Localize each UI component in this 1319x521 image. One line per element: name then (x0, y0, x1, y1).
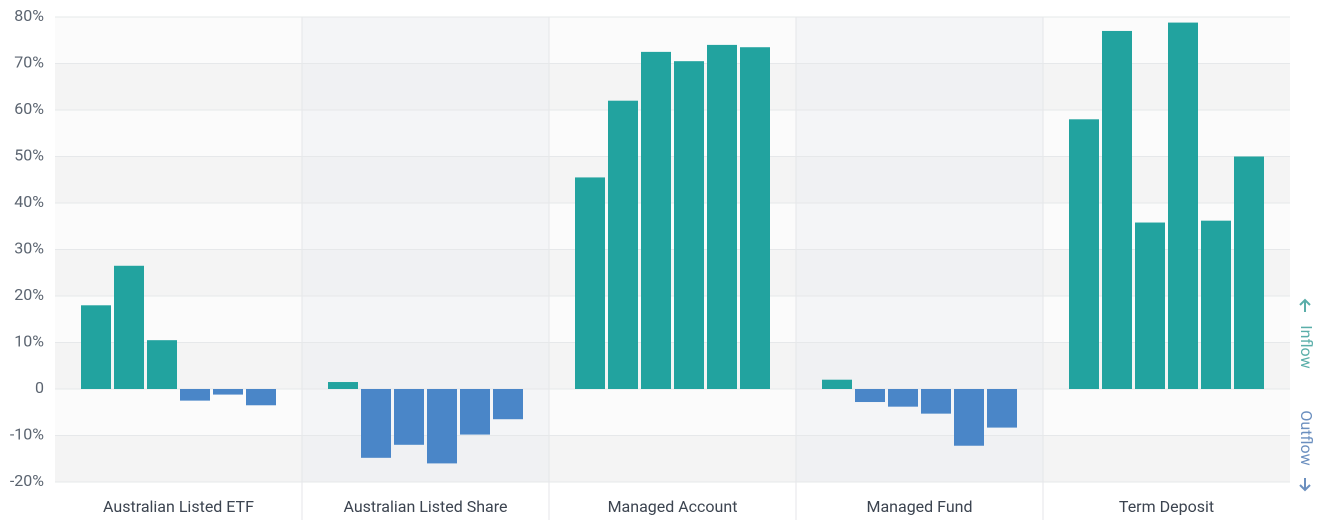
bar (328, 382, 358, 389)
bar (180, 389, 210, 401)
bar (987, 389, 1017, 428)
bar (608, 100, 638, 389)
bar (740, 47, 770, 389)
bar (460, 389, 490, 435)
bar (921, 389, 951, 414)
bar (822, 379, 852, 389)
x-tick-label: Australian Listed Share (343, 497, 507, 516)
y-tick-label: -20% (10, 471, 44, 490)
x-tick-label: Managed Fund (866, 497, 972, 516)
bar (114, 265, 144, 389)
bar (147, 340, 177, 389)
y-tick-label: 20% (14, 285, 44, 304)
y-tick-label: 10% (14, 332, 44, 351)
row-band (55, 63, 1290, 110)
plot: -20% -10% 0 10% 20% 30% 40% 50% 60% 70% 80% Austral… (10, 6, 1264, 516)
y-tick-label: 70% (14, 53, 44, 72)
bar (1135, 222, 1165, 389)
x-tick-label: Managed Account (608, 497, 738, 516)
bar (1069, 119, 1099, 390)
y-tick-label: 40% (14, 192, 44, 211)
y-tick-label: 60% (14, 99, 44, 118)
y-tick-label: 0 (35, 378, 44, 397)
bar (427, 389, 457, 464)
bar (888, 389, 918, 407)
bar (246, 389, 276, 406)
outflow-arrow (1299, 478, 1311, 492)
bar (213, 389, 243, 395)
bar (674, 61, 704, 390)
x-tick-label: Australian Listed ETF (103, 497, 254, 516)
bar (1201, 220, 1231, 389)
y-tick-label: -10% (10, 425, 44, 444)
bar (1168, 22, 1198, 390)
x-tick-label: Term Deposit (1119, 497, 1214, 516)
row-band (55, 435, 1290, 482)
bar (493, 389, 523, 420)
bar (361, 389, 391, 458)
bar (1102, 30, 1132, 389)
y-tick-label: 80% (14, 6, 44, 25)
y-tick-label: 50% (14, 146, 44, 165)
bar (641, 51, 671, 389)
bar (855, 389, 885, 403)
bar (394, 389, 424, 445)
inflow-arrow (1299, 298, 1311, 312)
inflow-label: Inflow (1297, 325, 1316, 368)
bar (575, 177, 605, 389)
outflow-label: Outflow (1297, 410, 1316, 465)
bar (1234, 156, 1264, 389)
bar (81, 305, 111, 389)
bar (707, 44, 737, 390)
y-tick-label: 30% (14, 239, 44, 258)
bar (954, 389, 984, 446)
